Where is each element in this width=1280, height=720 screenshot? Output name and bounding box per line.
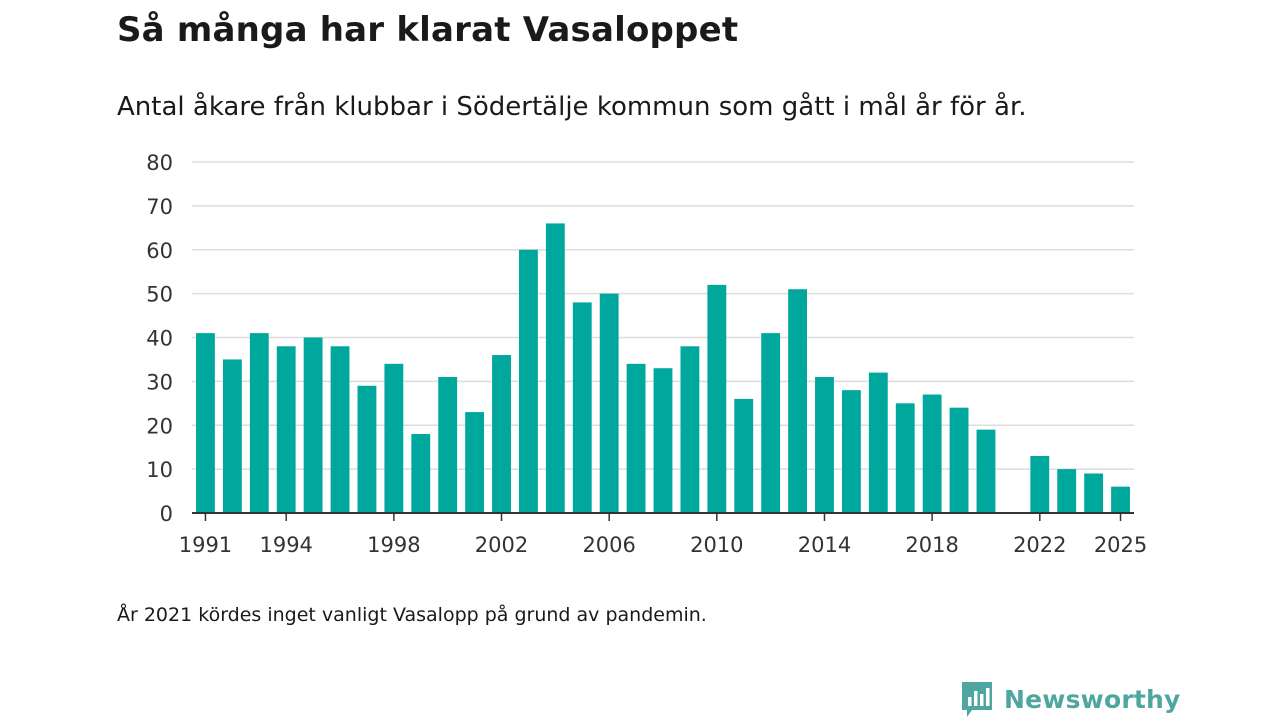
x-tick-label: 2006	[582, 533, 635, 557]
bar-2004	[545, 223, 565, 514]
x-tick-label: 2022	[1013, 533, 1066, 557]
bar-2009	[680, 346, 700, 513]
y-tick-label: 10	[146, 458, 173, 482]
x-tick-label: 2025	[1094, 533, 1147, 557]
brand-name: Newsworthy	[1004, 684, 1181, 714]
bar-2003	[519, 249, 538, 513]
bar-1998	[384, 363, 404, 513]
newsworthy-logo: Newsworthy	[960, 680, 1181, 718]
chart-title: Så många har klarat Vasaloppet	[117, 10, 739, 50]
bar-1997	[357, 385, 377, 513]
bar-2017	[895, 403, 915, 513]
x-tick-label: 1994	[259, 533, 312, 557]
y-tick-label: 0	[160, 502, 173, 526]
bar-1993	[249, 333, 269, 513]
footnote: År 2021 kördes inget vanligt Vasalopp på…	[117, 604, 707, 626]
x-tick-label: 2018	[905, 533, 958, 557]
bar-2015	[841, 390, 861, 513]
bar-2014	[815, 376, 834, 513]
bar-2000	[438, 376, 458, 513]
y-tick-label: 30	[146, 370, 173, 394]
bar-2008	[653, 368, 673, 513]
bars	[196, 223, 1130, 514]
bar-2025	[1111, 486, 1130, 513]
bar-2012	[761, 333, 781, 513]
bar-2020	[976, 429, 996, 513]
chart-subtitle: Antal åkare från klubbar i Södertälje ko…	[117, 92, 1027, 122]
y-tick-label: 60	[146, 239, 173, 263]
y-tick-label: 70	[146, 195, 173, 219]
x-axis-ticks: 1991 1994 1998 2002 2006 2010 2014 2018 2022 2025	[179, 513, 1147, 557]
x-tick-label: 2014	[798, 533, 851, 557]
bar-2016	[868, 372, 888, 513]
bar-2019	[949, 407, 969, 513]
bar-2010	[707, 284, 727, 513]
bar-2011	[734, 398, 754, 513]
bar-2022	[1030, 455, 1050, 513]
x-tick-label: 1998	[367, 533, 420, 557]
bar-1999	[411, 434, 431, 513]
x-tick-label: 2002	[475, 533, 528, 557]
bar-chart: 0 10 20 30 40 50 60 70 80 1991 1994 1998 2002 2006 20…	[146, 151, 1147, 557]
bar-2005	[572, 302, 592, 513]
bar-2018	[922, 394, 942, 513]
bar-2002	[492, 355, 511, 513]
bar-2024	[1084, 473, 1104, 513]
bar-2013	[788, 289, 807, 513]
bar-1991	[196, 333, 215, 513]
bar-1994	[276, 346, 296, 513]
y-axis-ticks: 0 10 20 30 40 50 60 70 80	[146, 151, 173, 526]
y-tick-label: 50	[146, 283, 173, 307]
bar-2001	[465, 412, 485, 513]
bar-2023	[1057, 469, 1077, 513]
bar-2007	[626, 363, 646, 513]
y-tick-label: 20	[146, 414, 173, 438]
bar-1992	[222, 359, 242, 513]
bar-1996	[330, 346, 350, 513]
bar-1995	[303, 337, 323, 513]
x-tick-label: 1991	[179, 533, 232, 557]
y-tick-label: 80	[146, 151, 173, 175]
bar-2006	[599, 293, 619, 513]
bar-chart-speech-bubble-icon	[962, 682, 992, 717]
x-tick-label: 2010	[690, 533, 743, 557]
y-tick-label: 40	[146, 327, 173, 351]
